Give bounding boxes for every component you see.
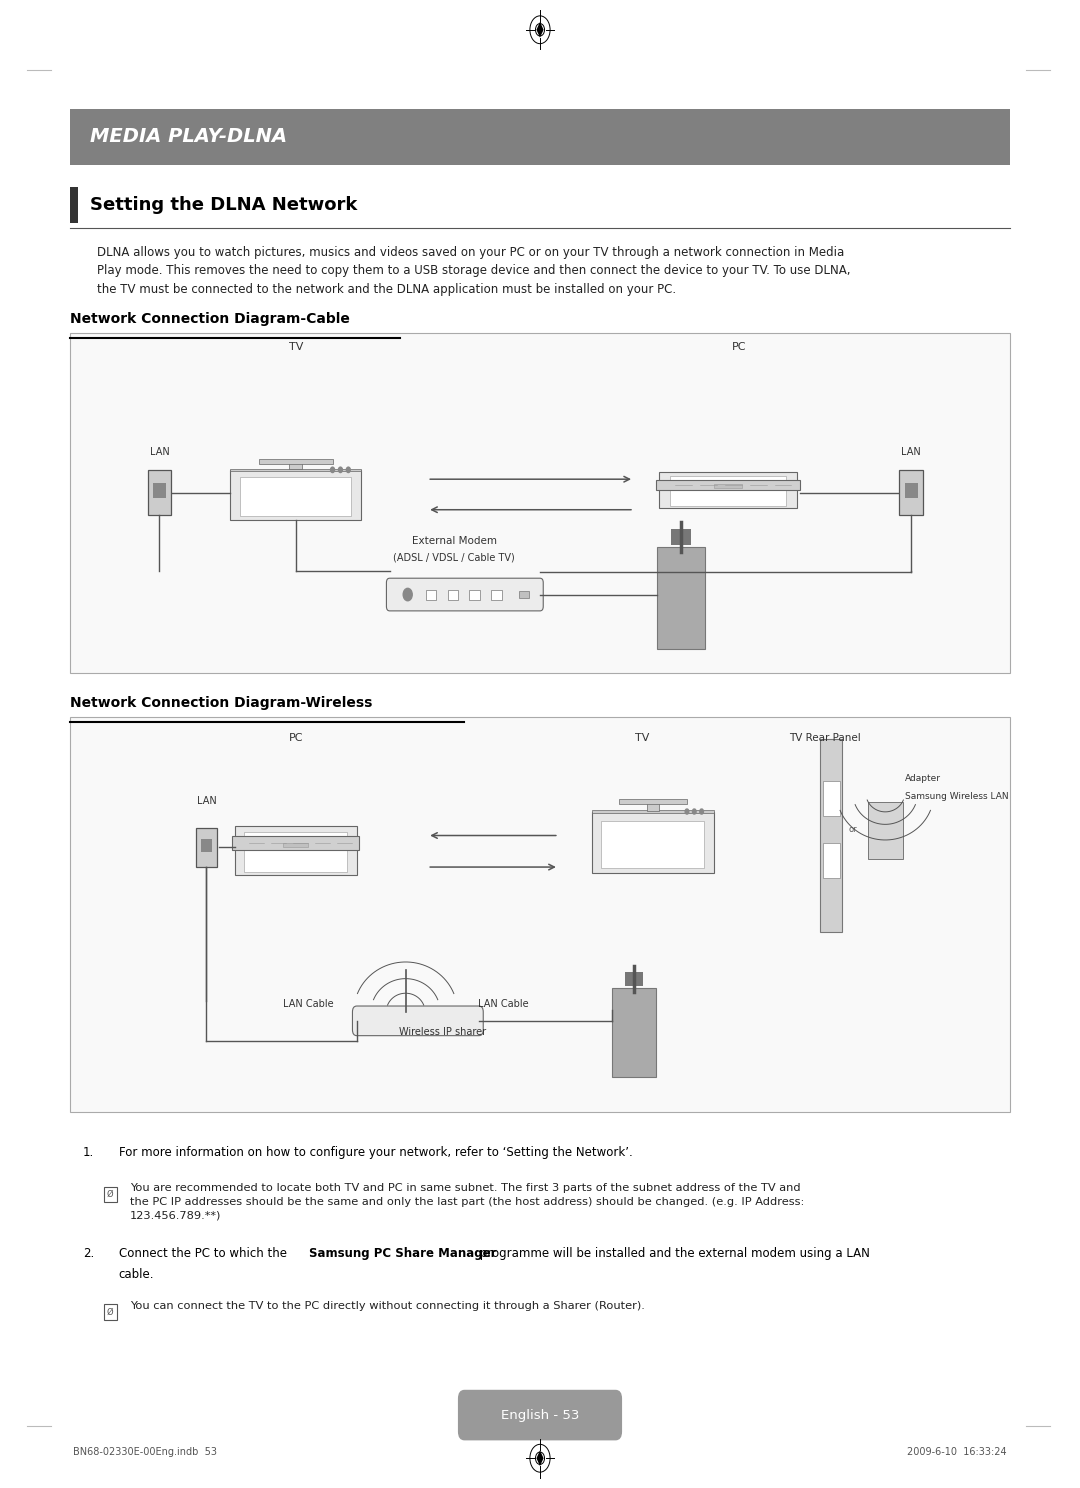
Bar: [659, 472, 797, 509]
Bar: [519, 591, 529, 598]
Bar: [153, 482, 166, 498]
Text: 1.: 1.: [83, 1146, 94, 1159]
Bar: [241, 478, 351, 516]
Bar: [602, 820, 704, 869]
Text: Connect the PC to which the: Connect the PC to which the: [119, 1247, 291, 1260]
Text: TV: TV: [288, 342, 302, 353]
Bar: [868, 802, 903, 859]
Bar: [656, 479, 800, 490]
Polygon shape: [537, 22, 543, 37]
Text: LAN Cable: LAN Cable: [478, 998, 529, 1009]
Bar: [289, 463, 302, 469]
Bar: [426, 589, 436, 601]
Text: (ADSL / VDSL / Cable TV): (ADSL / VDSL / Cable TV): [393, 552, 515, 562]
Text: Ø: Ø: [107, 1190, 113, 1199]
Text: LAN: LAN: [150, 448, 170, 457]
Text: MEDIA PLAY-DLNA: MEDIA PLAY-DLNA: [90, 128, 287, 146]
Bar: [900, 470, 923, 515]
Bar: [823, 781, 840, 815]
Circle shape: [347, 467, 350, 473]
Text: cable.: cable.: [119, 1268, 154, 1281]
Text: Samsung Wireless LAN: Samsung Wireless LAN: [905, 792, 1009, 801]
Bar: [592, 809, 714, 812]
Text: PC: PC: [731, 342, 746, 353]
Text: Setting the DLNA Network: Setting the DLNA Network: [90, 196, 357, 214]
Circle shape: [338, 467, 342, 473]
Text: LAN: LAN: [902, 448, 921, 457]
Bar: [201, 839, 213, 853]
Bar: [823, 844, 840, 878]
Text: Ø: Ø: [107, 1308, 113, 1317]
Circle shape: [330, 467, 335, 473]
Text: You can connect the TV to the PC directly without connecting it through a Sharer: You can connect the TV to the PC directl…: [130, 1301, 645, 1311]
Bar: [230, 470, 362, 519]
Text: Samsung PC Share Manager: Samsung PC Share Manager: [309, 1247, 497, 1260]
Bar: [647, 804, 659, 811]
Text: English - 53: English - 53: [501, 1409, 579, 1421]
Text: TV Rear Panel: TV Rear Panel: [789, 734, 861, 743]
Bar: [447, 589, 458, 601]
Bar: [619, 799, 687, 804]
Text: Wireless IP sharer: Wireless IP sharer: [399, 1027, 486, 1037]
Text: Network Connection Diagram-Wireless: Network Connection Diagram-Wireless: [70, 696, 373, 710]
Circle shape: [700, 809, 703, 814]
Polygon shape: [537, 1451, 543, 1466]
Bar: [714, 485, 742, 488]
Bar: [195, 827, 217, 866]
Bar: [148, 470, 172, 515]
Bar: [491, 589, 502, 601]
Bar: [104, 1305, 117, 1320]
Bar: [70, 109, 1010, 165]
Bar: [905, 482, 918, 498]
Circle shape: [692, 809, 697, 814]
FancyBboxPatch shape: [352, 1006, 483, 1036]
Text: LAN Cable: LAN Cable: [283, 998, 334, 1009]
Bar: [672, 530, 691, 545]
Bar: [70, 187, 78, 223]
Bar: [230, 469, 362, 472]
Text: 2009-6-10  16:33:24: 2009-6-10 16:33:24: [907, 1448, 1007, 1457]
Bar: [70, 717, 1010, 1112]
Text: DLNA allows you to watch pictures, musics and videos saved on your PC or on your: DLNA allows you to watch pictures, music…: [97, 246, 851, 296]
Text: programme will be installed and the external modem using a LAN: programme will be installed and the exte…: [476, 1247, 870, 1260]
Text: Network Connection Diagram-Cable: Network Connection Diagram-Cable: [70, 312, 350, 326]
Bar: [259, 460, 333, 464]
Bar: [244, 832, 347, 872]
Text: BN68-02330E-00Eng.indb  53: BN68-02330E-00Eng.indb 53: [73, 1448, 217, 1457]
Bar: [234, 826, 356, 875]
Text: PC: PC: [288, 734, 303, 743]
FancyBboxPatch shape: [458, 1390, 622, 1440]
Text: or: or: [849, 824, 858, 833]
Bar: [232, 836, 360, 851]
FancyBboxPatch shape: [387, 579, 543, 612]
Bar: [821, 738, 842, 931]
Text: LAN: LAN: [197, 796, 216, 806]
Bar: [670, 476, 786, 506]
Bar: [592, 811, 714, 873]
Bar: [70, 333, 1010, 673]
Bar: [625, 972, 643, 987]
Text: TV: TV: [635, 734, 649, 743]
Bar: [657, 548, 705, 649]
Text: External Modem: External Modem: [411, 536, 497, 546]
Bar: [612, 988, 656, 1077]
Circle shape: [685, 809, 689, 814]
Text: For more information on how to configure your network, refer to ‘Setting the Net: For more information on how to configure…: [119, 1146, 633, 1159]
Text: You are recommended to locate both TV and PC in same subnet. The first 3 parts o: You are recommended to locate both TV an…: [130, 1183, 804, 1222]
Bar: [104, 1187, 117, 1202]
Text: Adapter: Adapter: [905, 774, 941, 783]
Bar: [470, 589, 480, 601]
Text: 2.: 2.: [83, 1247, 94, 1260]
Circle shape: [403, 588, 413, 601]
Bar: [283, 842, 308, 847]
